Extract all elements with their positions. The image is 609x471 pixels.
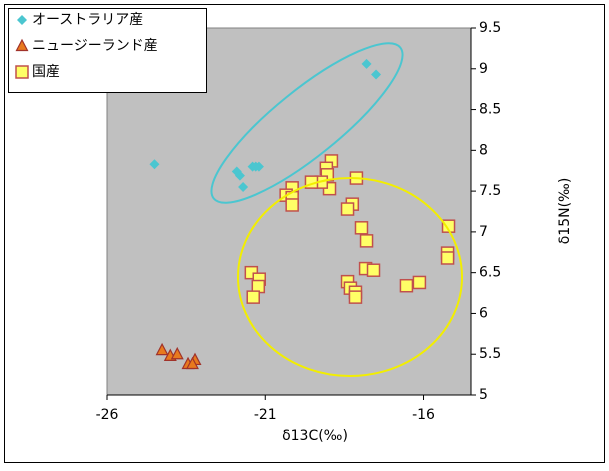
point: [285, 198, 299, 212]
point: [253, 161, 264, 172]
point: [354, 221, 369, 235]
legend-marker: [15, 38, 29, 52]
point: [440, 251, 455, 265]
point: [149, 159, 160, 170]
point: [348, 290, 363, 304]
y-tick-label: 9: [479, 61, 488, 77]
x-tick-label: -26: [96, 407, 119, 423]
point: [441, 219, 456, 233]
y-tick-label: 6: [479, 305, 488, 321]
point: [399, 278, 414, 293]
point: [246, 290, 260, 304]
point: [412, 275, 427, 290]
group-circle: [237, 177, 463, 377]
y-tick-label: 7: [479, 224, 488, 240]
x-tick-label: -16: [412, 407, 435, 423]
point: [170, 346, 184, 360]
point: [185, 356, 199, 370]
legend-marker: [15, 65, 29, 79]
point: [155, 342, 169, 356]
legend-label: 国産: [32, 64, 60, 80]
y-tick-label: 9.5: [479, 20, 501, 36]
point: [340, 202, 355, 216]
x-tick-label: -21: [254, 407, 277, 423]
y-tick-label: 8.5: [479, 102, 501, 118]
y-tick-label: 5: [479, 387, 488, 403]
point: [361, 58, 372, 69]
point: [359, 234, 374, 248]
y-tick-label: 5.5: [479, 346, 501, 362]
y-tick-label: 6.5: [479, 265, 501, 281]
point: [371, 69, 382, 80]
point: [234, 170, 245, 181]
legend-label: オーストラリア産: [32, 12, 143, 28]
group-ellipse: [210, 42, 404, 204]
legend: [8, 8, 207, 93]
point: [366, 263, 381, 277]
y-tick-label: 7.5: [479, 183, 501, 199]
y-tick-label: 8: [479, 142, 488, 158]
x-axis-label: δ13C(‰): [282, 428, 348, 444]
marks: [149, 58, 456, 370]
legend-label: ニュージーランド産: [32, 38, 158, 54]
point: [238, 182, 249, 193]
y-axis-label: δ15N(‰): [557, 178, 573, 245]
legend-marker: [17, 15, 27, 25]
